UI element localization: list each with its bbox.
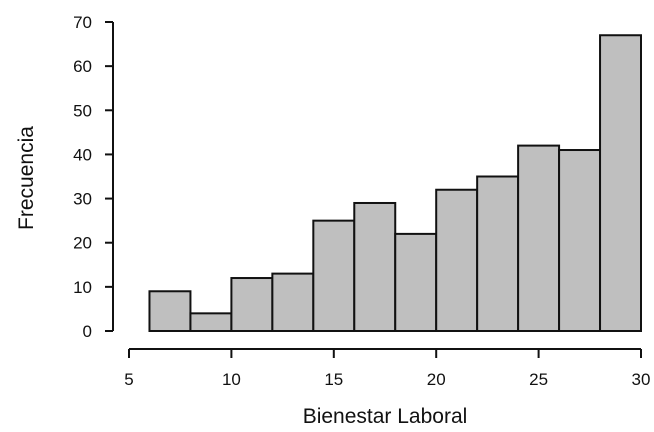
- y-tick-label-0: 0: [83, 322, 92, 341]
- x-tick-label-2: 15: [324, 370, 343, 389]
- histogram-bar-11: [599, 34, 642, 332]
- x-tick-label-5: 30: [632, 370, 651, 389]
- x-tick-label-4: 25: [529, 370, 548, 389]
- histogram-bar-0: [148, 290, 192, 332]
- histogram-bar-2: [230, 277, 274, 332]
- x-axis: 5 10 15 20 25 30: [124, 348, 651, 389]
- y-axis-title: Frecuencia: [15, 126, 38, 230]
- x-tick-label-1: 10: [222, 370, 241, 389]
- histogram-bar-3: [271, 272, 315, 333]
- histogram-bar-8: [476, 175, 520, 332]
- x-tick-label-0: 5: [124, 370, 133, 389]
- histogram-bar-10: [558, 149, 602, 332]
- y-tick-label-5: 50: [73, 101, 92, 120]
- histogram-bar-5: [353, 201, 397, 332]
- histogram-bar-6: [394, 232, 438, 332]
- y-tick-label-4: 40: [73, 145, 92, 164]
- x-axis-title: Bienestar Laboral: [303, 405, 468, 428]
- y-tick-label-3: 30: [73, 190, 92, 209]
- y-tick-label-2: 20: [73, 234, 92, 253]
- histogram-bar-4: [312, 219, 356, 332]
- y-tick-label-1: 10: [73, 278, 92, 297]
- x-tick-label-3: 20: [427, 370, 446, 389]
- histogram-bar-1: [189, 312, 233, 333]
- histogram-bar-7: [435, 188, 479, 332]
- bars-group: [148, 34, 642, 333]
- y-tick-label-6: 60: [73, 57, 92, 76]
- histogram-bar-9: [517, 144, 561, 332]
- y-tick-label-7: 70: [73, 13, 92, 32]
- y-axis: 0 10 20 30 40 50 60 70: [73, 13, 114, 341]
